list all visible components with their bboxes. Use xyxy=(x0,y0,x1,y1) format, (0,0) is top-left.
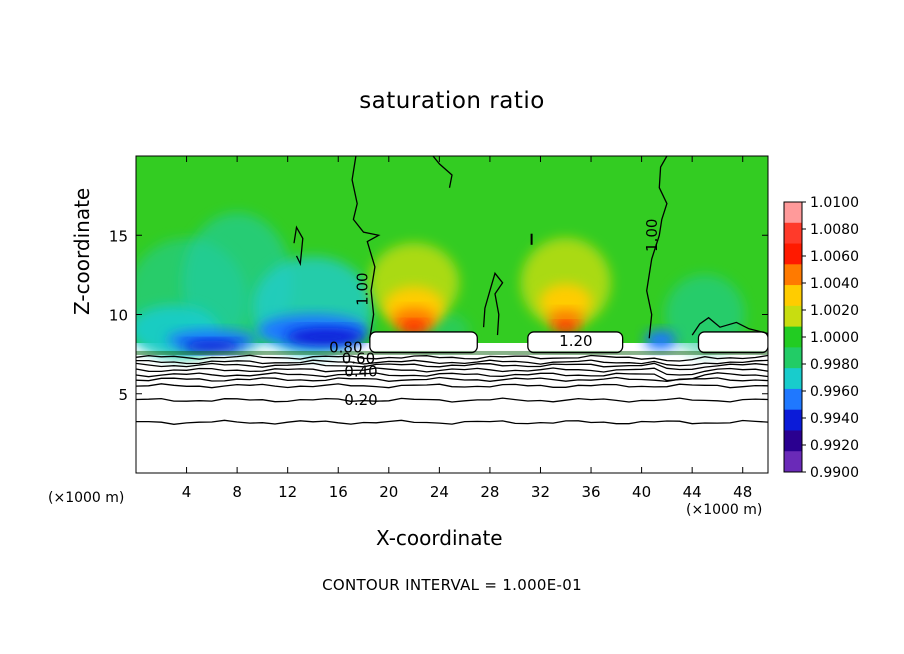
colorbar-label: 0.9920 xyxy=(810,438,859,454)
y-axis: 5 10 15 xyxy=(109,227,768,404)
contour-line-1-00-left xyxy=(351,156,381,339)
contour-interval-note: CONTOUR INTERVAL = 1.000E-01 xyxy=(322,576,582,594)
x-axis-label: X-coordinate xyxy=(376,526,503,550)
contour-line-lower xyxy=(136,362,768,371)
contour-label: 0.80 xyxy=(329,339,362,357)
x-tick-label: 8 xyxy=(232,483,242,501)
field-patch xyxy=(553,322,578,333)
contour-line-lower xyxy=(136,383,768,389)
contour-line-lower xyxy=(136,354,768,362)
contour-line-1-00-mid xyxy=(482,271,504,336)
field-patch xyxy=(400,321,429,334)
x-tick-label: 16 xyxy=(329,483,348,501)
heatmap-field xyxy=(136,156,768,473)
y-tick-label: 15 xyxy=(109,227,128,245)
x-tick-label: 12 xyxy=(278,483,297,501)
field-patch xyxy=(285,327,366,346)
contour-label: 0.20 xyxy=(344,391,377,409)
field-patch xyxy=(644,329,677,350)
contour-labels: 1.00 1.00 1.20 0.800.600.40 0.20 xyxy=(329,219,661,409)
contour-line-right-cloud xyxy=(691,316,768,336)
colorbar-label: 0.9940 xyxy=(810,411,859,427)
colorbar-segment xyxy=(784,326,802,348)
colorbar-label: 1.0020 xyxy=(810,303,859,319)
x-unit-label-right: (×1000 m) xyxy=(686,502,763,518)
colorbar-label: 1.0080 xyxy=(810,222,859,238)
colorbar: 1.0100 1.0080 1.0060 1.0040 1.0020 1.0000 0.99… xyxy=(783,195,859,481)
contour-label: 1.00 xyxy=(353,272,371,305)
x-tick-label: 44 xyxy=(683,483,702,501)
cloud-region xyxy=(527,331,623,353)
colorbar-segment xyxy=(784,430,802,452)
y-tick-label: 5 xyxy=(118,386,128,404)
contour-label: 1.00 xyxy=(643,219,661,252)
colorbar-label: 0.9900 xyxy=(810,465,859,481)
colorbar-label: 1.0100 xyxy=(810,195,859,211)
contour-line-island xyxy=(293,225,304,267)
colorbar-label: 0.9960 xyxy=(810,384,859,400)
contour-line-lower xyxy=(136,397,768,403)
colorbar-segment xyxy=(784,368,802,390)
colorbar-segment xyxy=(784,202,802,224)
contour-label: 1.20 xyxy=(559,332,592,350)
contour-line-1-00-right xyxy=(646,156,668,339)
x-tick-label: 40 xyxy=(632,483,651,501)
contour-cloud-outline xyxy=(527,331,624,354)
chart-title: saturation ratio xyxy=(359,88,545,114)
x-tick-label: 4 xyxy=(182,483,192,501)
colorbar-segment xyxy=(784,409,802,431)
colorbar-segment xyxy=(784,222,802,245)
colorbar-segment xyxy=(784,285,802,307)
colorbar-segment xyxy=(784,264,802,286)
colorbar-segment xyxy=(784,347,802,369)
colorbar-label: 1.0040 xyxy=(810,276,859,292)
cloud-region xyxy=(698,331,768,353)
colorbar-segment xyxy=(784,305,802,328)
contour-lines xyxy=(136,156,768,425)
contour-line-lower xyxy=(136,376,768,383)
field-patch xyxy=(181,340,242,353)
x-axis: 4 8 12 16 20 24 28 32 36 40 44 48 xyxy=(182,156,752,501)
contour-label: 0.40 xyxy=(344,362,377,380)
colorbar-label: 0.9980 xyxy=(810,357,859,373)
y-tick-label: 10 xyxy=(109,307,128,325)
contour-line-lower xyxy=(136,372,768,382)
contour-line-lower xyxy=(136,359,768,367)
contour-line-1-00-top xyxy=(432,156,453,188)
x-unit-label-left: (×1000 m) xyxy=(48,490,125,506)
colorbar-segment xyxy=(784,451,802,473)
x-tick-label: 48 xyxy=(733,483,752,501)
colorbar-label: 1.0060 xyxy=(810,249,859,265)
x-tick-label: 32 xyxy=(531,483,550,501)
contour-line-lower xyxy=(136,419,768,425)
x-tick-label: 24 xyxy=(430,483,449,501)
x-tick-label: 28 xyxy=(480,483,499,501)
field-patch xyxy=(547,310,584,329)
y-axis-label: Z-coordinate xyxy=(70,187,94,315)
colorbar-label: 1.0000 xyxy=(810,330,859,346)
colorbar-segment xyxy=(784,243,802,265)
cloud-region xyxy=(369,331,478,353)
contour-cloud-outline xyxy=(369,331,478,354)
x-tick-label: 36 xyxy=(581,483,600,501)
colorbar-segment xyxy=(784,388,802,411)
x-tick-label: 20 xyxy=(379,483,398,501)
field-patch xyxy=(539,283,592,320)
contour-label: 0.60 xyxy=(342,350,375,368)
contour-line-lower xyxy=(136,367,768,376)
